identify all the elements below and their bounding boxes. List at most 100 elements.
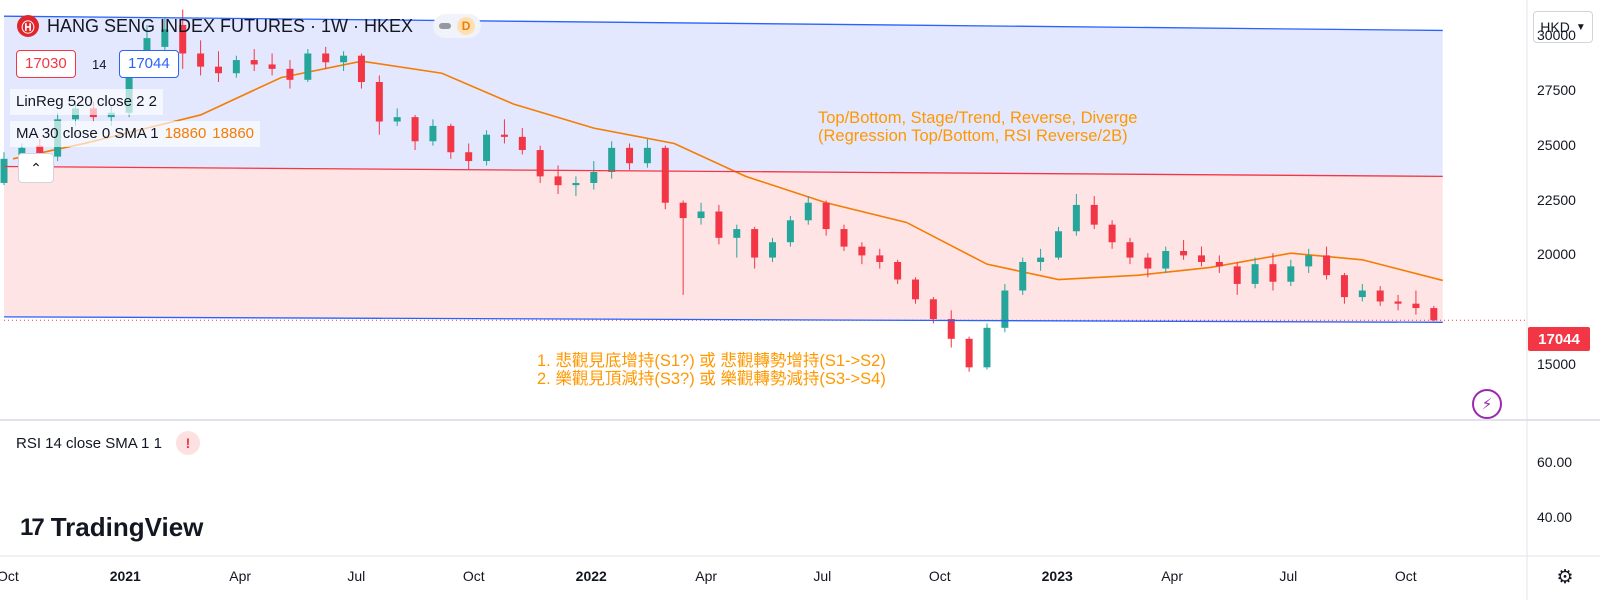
- candle-body: [304, 53, 312, 80]
- candle-body: [214, 66, 222, 74]
- candle: [1323, 246, 1331, 280]
- candle-body: [715, 211, 723, 238]
- candle: [1108, 220, 1116, 249]
- data-status-pill[interactable]: D: [433, 14, 482, 38]
- legend-collapse-button[interactable]: ⌃: [18, 153, 54, 183]
- candle-body: [1287, 266, 1295, 282]
- candle: [1233, 261, 1241, 295]
- candle: [894, 259, 902, 284]
- ma-value-2: 18860: [212, 125, 255, 142]
- annotation-top[interactable]: Top/Bottom, Stage/Trend, Reverse, Diverg…: [818, 109, 1138, 145]
- candle: [179, 9, 187, 69]
- candle-body: [858, 246, 866, 256]
- candle: [232, 55, 240, 78]
- candle: [197, 40, 205, 76]
- candle: [1126, 237, 1134, 265]
- candle: [786, 215, 794, 247]
- linreg-legend[interactable]: LinReg 520 close 2 2: [10, 89, 163, 115]
- candle-body: [769, 242, 777, 258]
- candle: [983, 323, 991, 370]
- symbol-header[interactable]: Ⓗ HANG SENG INDEX FUTURES · 1W · HKEX D: [17, 14, 482, 38]
- warning-icon[interactable]: !: [175, 431, 200, 455]
- candle: [1215, 255, 1223, 273]
- alert-bolt-icon[interactable]: ⚡: [1472, 389, 1502, 419]
- ma-value-1: 18860: [164, 125, 207, 142]
- candle-body: [876, 255, 884, 262]
- candle-body: [536, 150, 544, 177]
- ma-label: MA 30 close 0 SMA 1: [16, 125, 159, 142]
- candle-body: [840, 229, 848, 247]
- candle-body: [929, 299, 937, 320]
- spread-value: 14: [92, 57, 107, 72]
- rsi-ytick-40: 40.00: [1537, 509, 1573, 525]
- candle: [590, 161, 598, 190]
- tradingview-logo[interactable]: 17 TradingView: [20, 512, 203, 543]
- candle-body: [1090, 204, 1098, 225]
- candle: [357, 53, 365, 89]
- candle-body: [500, 134, 508, 137]
- candle-body: [1144, 257, 1152, 269]
- candle-body: [1376, 290, 1384, 302]
- candle-body: [733, 229, 741, 238]
- candle-body: [518, 136, 526, 151]
- linreg-label: LinReg 520 close 2 2: [16, 93, 157, 110]
- candle: [947, 310, 955, 348]
- price-ytick: 27500: [1537, 81, 1576, 98]
- candle-body: [1305, 255, 1313, 267]
- candle-body: [1001, 290, 1009, 328]
- candle-body: [179, 24, 187, 54]
- candle: [733, 224, 741, 258]
- candle-body: [1019, 261, 1027, 291]
- annotation-bottom[interactable]: 1. 悲觀見底增持(S1?) 或 悲觀轉勢增持(S1->S2) 2. 樂觀見頂減…: [537, 352, 886, 388]
- ma-legend[interactable]: MA 30 close 0 SMA 1 18860 18860: [10, 121, 261, 147]
- candle: [1412, 290, 1420, 315]
- ask-price-button[interactable]: 17044: [119, 50, 179, 78]
- price-ytick: 15000: [1537, 356, 1576, 373]
- candle-body: [572, 182, 580, 186]
- last-price-tag: 17044: [1528, 327, 1590, 351]
- tradingview-wordmark: TradingView: [50, 512, 204, 542]
- candle: [1037, 248, 1045, 271]
- candle: [1430, 305, 1438, 322]
- candle: [447, 123, 455, 159]
- settings-gear-icon[interactable]: ⚙: [1556, 566, 1574, 588]
- candle-body: [1251, 264, 1259, 284]
- regression-upper-line: [3, 15, 1443, 32]
- candle: [1144, 253, 1152, 278]
- candle-body: [197, 53, 205, 67]
- candle: [393, 108, 401, 126]
- candle-body: [411, 117, 419, 142]
- time-xtick: Oct: [0, 568, 19, 584]
- candle-body: [1054, 231, 1062, 258]
- candle: [697, 202, 705, 225]
- time-xtick: 2022: [575, 568, 607, 584]
- rsi-label: RSI 14 close SMA 1 1: [16, 434, 162, 452]
- candle-body: [1358, 290, 1366, 298]
- candle-body: [679, 202, 687, 219]
- time-xtick: Oct: [462, 568, 485, 584]
- candle: [536, 145, 544, 183]
- rsi-legend[interactable]: RSI 14 close SMA 1 1 !: [16, 431, 200, 455]
- candle: [375, 75, 383, 135]
- candle: [608, 141, 616, 179]
- time-xtick: Jul: [347, 568, 366, 584]
- bid-price-button[interactable]: 17030: [16, 50, 76, 78]
- candle-body: [1180, 251, 1188, 256]
- candle-body: [786, 220, 794, 243]
- candle-body: [804, 202, 812, 221]
- candle: [751, 226, 759, 269]
- candle-body: [697, 211, 705, 219]
- candle-body: [626, 147, 634, 164]
- ma30-line: [12, 60, 1443, 282]
- candle: [465, 143, 473, 170]
- candle-body: [590, 171, 598, 183]
- candle-body: [661, 147, 669, 203]
- candle: [1394, 294, 1402, 311]
- candle: [1019, 257, 1027, 295]
- currency-label: HKD: [1540, 19, 1570, 35]
- currency-select[interactable]: HKD ▼: [1533, 11, 1593, 43]
- candle: [822, 200, 830, 236]
- candle-body: [947, 319, 955, 339]
- candle: [1197, 246, 1205, 267]
